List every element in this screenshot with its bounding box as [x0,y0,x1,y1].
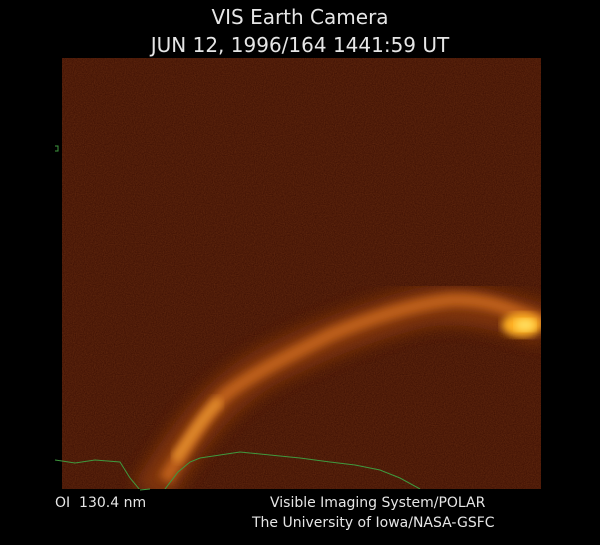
image-noise [62,58,541,489]
title: VIS Earth Camera [211,5,388,29]
coastline [62,459,140,489]
camera-image [62,58,541,489]
coastline [164,451,421,489]
marker [55,145,59,152]
aurora-core [515,319,535,331]
coastline-edge [139,488,151,491]
coastline-edge [54,459,63,462]
filter-label: OI 130.4 nm [55,495,146,511]
timestamp: JUN 12, 1996/164 1441:59 UT [149,33,450,57]
institution-label: The University of Iowa/NASA-GSFC [251,515,495,531]
instrument-label: Visible Imaging System/POLAR [270,495,486,511]
aurora-bright [170,396,224,463]
